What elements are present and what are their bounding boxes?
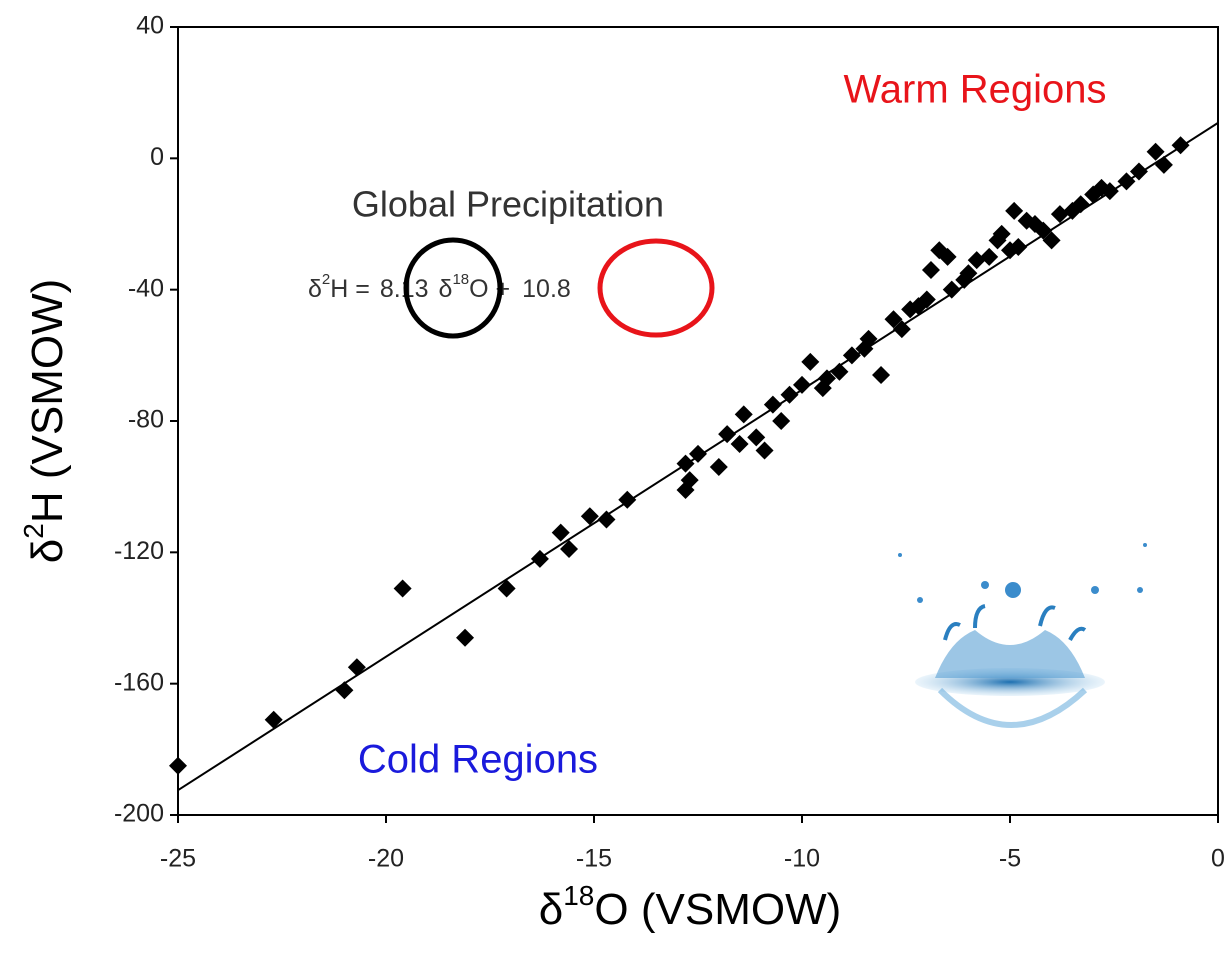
y-tick-label: -120 [114,537,164,565]
point [530,549,549,568]
point [755,441,774,460]
point [689,444,707,463]
point [1092,178,1111,197]
point [793,375,811,394]
point [909,297,928,316]
x-label-sup: 18 [563,880,594,911]
cold-label: Cold Regions [358,738,598,782]
splash-icon [898,543,1147,728]
eq-part: O + [469,275,510,303]
point [872,366,891,385]
eq-sup: 18 [452,271,469,288]
point [813,379,832,398]
highlight-circle [403,237,503,339]
point [347,658,366,677]
point [1001,241,1019,260]
warm-label: Warm Regions [843,68,1106,112]
point [1154,155,1173,174]
point [938,247,957,266]
x-tick-label: 0 [1211,845,1225,873]
eq-part: δ [308,275,322,303]
eq-intercept: 10.8 [522,275,571,303]
y-tick-label: -200 [114,800,164,828]
point [921,260,940,279]
point [942,280,961,299]
y-label-part: δ [23,539,72,564]
x-tick-label: -20 [368,845,404,873]
x-axis-label: δ18O (VSMOW) [539,880,842,933]
point [560,540,579,559]
point [967,251,986,270]
point [959,264,978,283]
point [772,412,791,430]
point [1146,142,1165,161]
eq-part: H = [330,275,370,303]
x-tick-label: -10 [784,845,820,873]
point [892,320,911,339]
y-tick-label: 40 [136,12,164,40]
point [680,471,699,490]
y-tick-label: -40 [128,274,164,302]
highlight-circle [597,238,715,338]
point [830,362,849,381]
point [551,523,570,542]
point [169,756,187,775]
point [1005,201,1024,220]
y-tick-label: -80 [128,406,164,434]
point [1171,136,1190,155]
x-tick-label: -15 [576,845,612,873]
point [618,490,637,509]
x-tick-label: -25 [160,845,196,873]
x-label-part: O (VSMOW) [594,885,841,934]
point [1063,201,1082,220]
point [780,385,799,404]
point [709,457,728,476]
y-label-sup: 2 [18,523,49,539]
point [980,247,999,266]
point [1042,231,1061,250]
point [1034,221,1053,240]
point [734,405,753,424]
plot-frame [177,26,1219,816]
point [580,507,599,526]
point [1129,162,1148,181]
point [730,434,749,453]
y-label-part: H (VSMOW) [23,279,72,523]
point [801,352,820,371]
annotation-title: Global Precipitation [352,184,664,225]
point [393,579,412,598]
x-tick-label: -5 [999,845,1021,873]
eq-part: δ [439,275,453,303]
point [1117,172,1136,191]
point [855,339,874,358]
point [335,681,354,700]
y-tick-label: 0 [150,143,164,171]
point [1017,211,1036,230]
point [842,346,861,365]
point [597,510,616,529]
equation: δ2H = 8.13 δ18O +10.8 [308,271,571,303]
eq-sup: 2 [322,271,330,288]
point [763,395,782,414]
point [747,428,766,447]
point [718,425,737,444]
y-tick-label: -160 [114,668,164,696]
point [988,231,1007,250]
point [884,310,903,329]
point [456,628,475,647]
point [1050,205,1069,224]
point [676,454,695,473]
point [497,579,516,598]
x-label-part: δ [539,885,564,934]
y-axis-label: δ2H (VSMOW) [18,279,71,563]
point [264,710,283,729]
